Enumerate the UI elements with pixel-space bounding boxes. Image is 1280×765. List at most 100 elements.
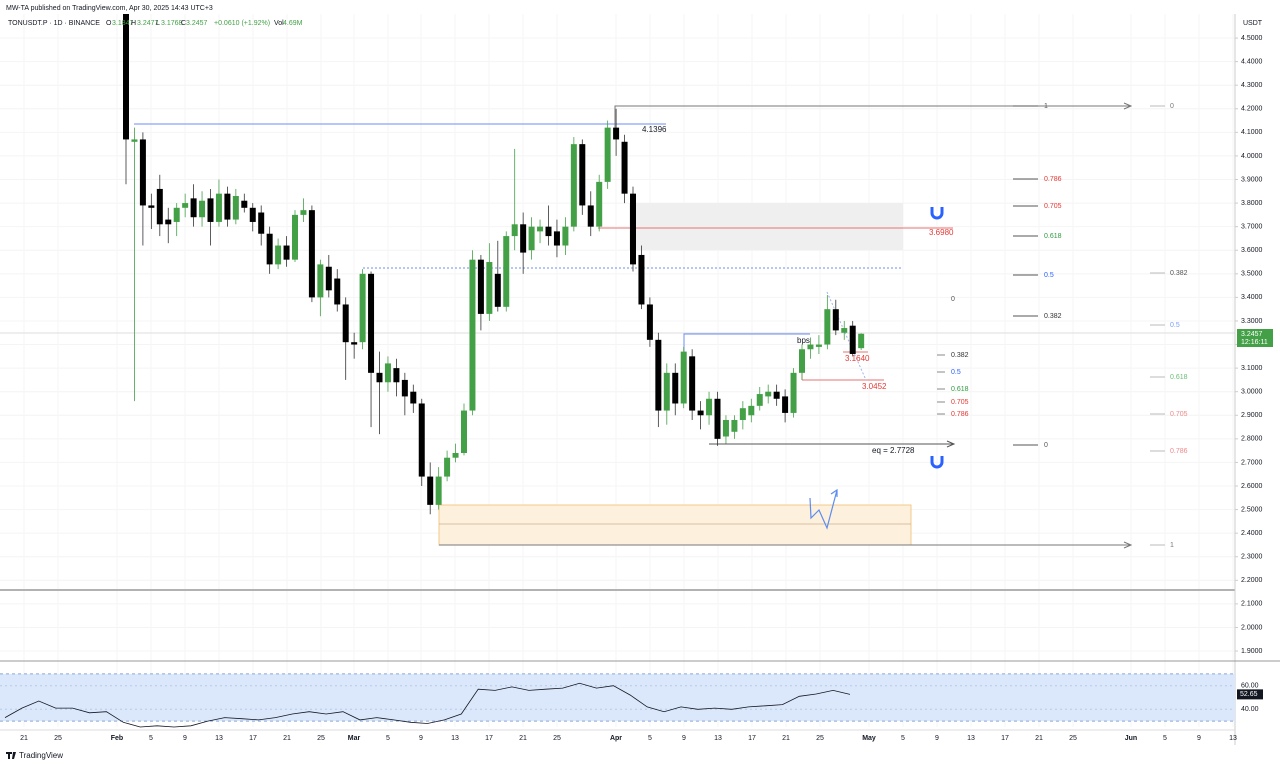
- x-tick-label: 13: [714, 735, 722, 742]
- candle-body: [334, 278, 341, 305]
- y-tick-label: 4.1000: [1241, 129, 1263, 136]
- x-tick-label: 9: [682, 735, 686, 742]
- x-tick-label: 9: [419, 735, 423, 742]
- x-tick-label: 5: [901, 735, 905, 742]
- x-tick-label: 21: [283, 735, 291, 742]
- x-tick-label: 5: [386, 735, 390, 742]
- fib-label: 0.705: [1170, 411, 1188, 418]
- x-tick-label: 25: [54, 735, 62, 742]
- candle-body: [368, 273, 375, 373]
- fib-label: 0: [951, 296, 955, 303]
- footer: TradingView: [6, 751, 63, 760]
- candle-body: [165, 219, 172, 225]
- fib-label: 0.5: [1170, 322, 1180, 329]
- candle-body: [427, 476, 434, 505]
- y-tick-label: 2.1000: [1241, 601, 1263, 608]
- fib-label: 0.786: [1044, 176, 1062, 183]
- candle-body: [765, 391, 772, 397]
- magnet-icon: [930, 456, 944, 469]
- fib-label: 0.5: [951, 369, 961, 376]
- y-tick-label: 4.0000: [1241, 153, 1263, 160]
- x-tick-label: 21: [519, 735, 527, 742]
- ohlc-text: L: [156, 20, 160, 27]
- fib-label: 0.705: [951, 399, 969, 406]
- candle-body: [410, 391, 417, 404]
- candle-body: [655, 339, 662, 411]
- candle-body: [173, 207, 180, 222]
- candle-body: [435, 476, 442, 505]
- grid: [0, 14, 1235, 727]
- candle-body: [258, 212, 265, 234]
- candle-body: [317, 264, 324, 298]
- x-tick-label: 17: [485, 735, 493, 742]
- rsi-line: [4, 682, 851, 728]
- y-tick-label: 1.9000: [1241, 648, 1263, 655]
- x-tick-label: Mar: [348, 735, 361, 742]
- drawings: [0, 102, 1235, 591]
- candle-body: [444, 457, 451, 477]
- y-tick-label: 2.2000: [1241, 577, 1263, 584]
- candle-body: [376, 372, 383, 383]
- candle-body: [739, 408, 746, 420]
- rsi-tick-label: 40.00: [1241, 706, 1259, 713]
- y-tick-label: 4.4000: [1241, 58, 1263, 65]
- arrow-head: [1123, 541, 1133, 549]
- x-tick-label: 13: [967, 735, 975, 742]
- candle-body: [782, 396, 789, 413]
- candle-body: [131, 139, 138, 142]
- fib-label: 0.382: [1170, 270, 1188, 277]
- candle-body: [123, 14, 129, 140]
- fib-label: 1: [1170, 542, 1174, 549]
- candle-body: [587, 205, 594, 227]
- annotation-labels: 4.1396 3.6980 bps 3.1640 3.0452 eq = 2.7…: [642, 125, 954, 455]
- last-price: 3.2457: [1241, 331, 1263, 338]
- candle-body: [849, 325, 856, 354]
- y-tick-label: 3.5000: [1241, 271, 1263, 278]
- candle-body: [275, 245, 282, 265]
- fib-label: 0: [1170, 103, 1174, 110]
- x-tick-label: 9: [1197, 735, 1201, 742]
- y-tick-label: 3.6000: [1241, 247, 1263, 254]
- countdown: 12:16:11: [1241, 339, 1268, 346]
- y-tick-label: 3.8000: [1241, 200, 1263, 207]
- candle-body: [773, 391, 780, 399]
- rsi-band: [0, 673, 1235, 722]
- fib-label: 0.382: [1044, 313, 1062, 320]
- price-label: 3.1640: [845, 354, 870, 363]
- magnet-icon: [930, 207, 944, 220]
- candle-body: [249, 207, 256, 222]
- y-tick-label: 3.7000: [1241, 224, 1263, 231]
- fib-label: 0.5: [1044, 272, 1054, 279]
- x-tick-label: 17: [249, 735, 257, 742]
- candle-body: [841, 328, 848, 333]
- candle-body: [300, 210, 307, 215]
- x-tick-label: 17: [1001, 735, 1009, 742]
- candle-body: [511, 224, 518, 237]
- fib-label: 0.705: [1044, 203, 1062, 210]
- y-tick-label: 3.3000: [1241, 318, 1263, 325]
- y-tick-label: 2.5000: [1241, 506, 1263, 513]
- candle-body: [359, 273, 366, 343]
- rsi-last-label: 52.65: [1240, 691, 1258, 698]
- candle-body: [604, 127, 611, 182]
- ohlc-text: 3.1768: [161, 20, 183, 27]
- candle-body: [706, 398, 713, 416]
- candle-body: [579, 144, 586, 206]
- candle-body: [630, 193, 636, 265]
- ohlc-text: +0.0610 (+1.92%): [214, 20, 270, 27]
- candle-body: [799, 349, 805, 373]
- candle-body: [232, 196, 239, 220]
- candle-body: [545, 226, 552, 237]
- demand-zone: [438, 504, 912, 546]
- candle-body: [621, 141, 628, 194]
- bos-label: bps: [797, 336, 810, 345]
- fib-label: 0.786: [1170, 448, 1188, 455]
- y-tick-label: 3.9000: [1241, 176, 1263, 183]
- candle-body: [342, 304, 349, 343]
- price-label: 3.6980: [929, 228, 954, 237]
- candle-body: [494, 273, 501, 307]
- y-tick-label: 4.5000: [1241, 35, 1263, 42]
- fib-label: 0.786: [951, 411, 969, 418]
